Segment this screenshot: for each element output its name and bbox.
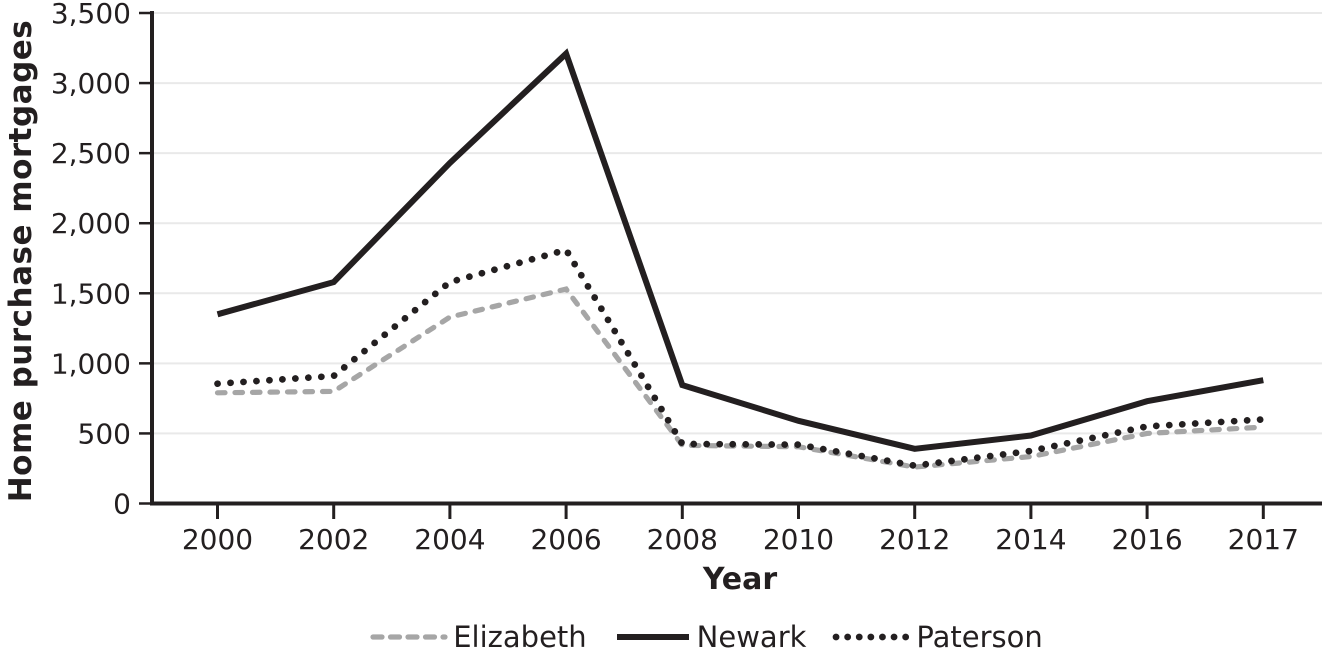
- legend-item-paterson: Paterson: [832, 620, 1043, 653]
- y-tick-label: 1,000: [51, 347, 131, 380]
- y-tick-label: 3,500: [51, 0, 131, 30]
- y-tick-label: 3,000: [51, 67, 131, 100]
- x-tick-label: 2016: [1111, 523, 1182, 556]
- line-chart-canvas: 0 500 1,000 1,500 2,000 2,500 3,000 3,500 2000 20…: [51, 0, 1322, 556]
- y-tick-label: 1,500: [51, 277, 131, 310]
- solid-line-sample-icon: [616, 634, 689, 640]
- legend-item-elizabeth: Elizabeth: [369, 620, 587, 653]
- x-tick-label: 2000: [182, 523, 253, 556]
- series-line-elizabeth: [214, 286, 1266, 470]
- x-tick-label: 2010: [763, 523, 834, 556]
- y-tick-label: 2,000: [51, 207, 131, 240]
- x-tick-label: 2006: [530, 523, 601, 556]
- y-tick-label: 0: [113, 488, 131, 521]
- legend-label: Elizabeth: [453, 620, 587, 653]
- x-axis-title: Year: [702, 562, 778, 597]
- y-tick-label: 2,500: [51, 137, 131, 170]
- x-tick-label: 2008: [647, 523, 718, 556]
- x-tick-label: 2014: [995, 523, 1066, 556]
- y-tick-label: 500: [78, 417, 131, 450]
- dotted-line-sample-icon: [833, 633, 912, 641]
- legend-label: Newark: [696, 620, 807, 653]
- legend-label: Paterson: [916, 620, 1043, 653]
- x-tick-label: 2017: [1228, 523, 1299, 556]
- series-line-newark: [216, 48, 1264, 452]
- x-tick-label: 2012: [879, 523, 950, 556]
- dashed-line-sample-icon: [370, 634, 448, 640]
- y-axis-title: Home purchase mortgages: [3, 19, 39, 503]
- x-tick-label: 2004: [414, 523, 485, 556]
- chart-legend: Elizabeth Newark Paterson: [0, 620, 1322, 653]
- x-tick-label: 2002: [298, 523, 369, 556]
- legend-item-newark: Newark: [613, 620, 807, 653]
